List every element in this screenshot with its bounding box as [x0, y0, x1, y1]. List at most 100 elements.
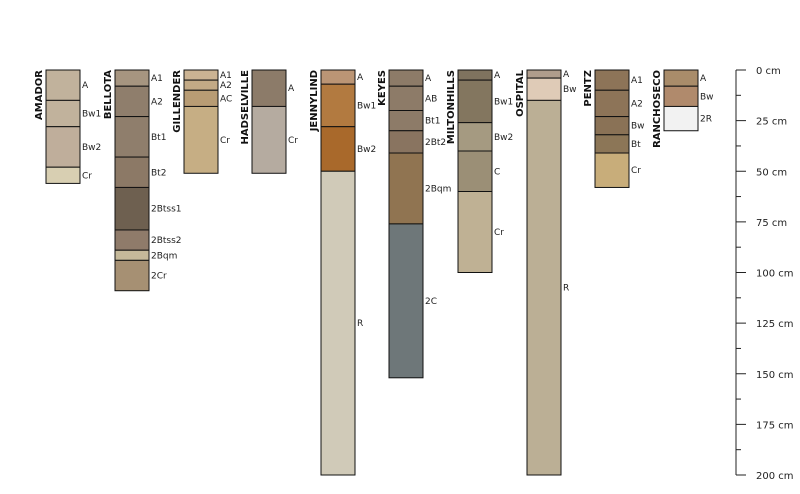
horizon-label: C: [494, 167, 500, 177]
horizon-label: A1: [151, 74, 163, 84]
horizon-label: Bw2: [82, 143, 101, 153]
horizon-label: Bt: [631, 140, 641, 150]
horizon-label: Cr: [631, 166, 641, 176]
horizon-label: R: [563, 284, 569, 294]
horizon-label: Cr: [288, 136, 298, 146]
horizon-label: A: [357, 73, 364, 83]
depth-axis: 0 cm 25 cm 50 cm 75 cm 100 cm 125 cm 150 cm 175…: [735, 66, 794, 482]
horizon-label: A: [700, 74, 707, 84]
depth-tick-label: 150 cm: [756, 370, 794, 381]
horizon-block: [663, 69, 699, 87]
horizon-block: [526, 99, 562, 476]
profile-name: GILLENDER: [172, 70, 183, 133]
depth-tick-label: 125 cm: [756, 319, 794, 330]
horizon-block: [594, 134, 630, 154]
horizon-block: [114, 116, 150, 158]
soil-profile-ospital: OSPITAL A Bw R: [515, 69, 577, 476]
horizon-block: [45, 126, 81, 168]
horizon-block: [388, 85, 424, 111]
horizon-label: Bt1: [151, 133, 166, 143]
horizon-label: Cr: [494, 228, 504, 238]
horizon-block: [526, 69, 562, 79]
depth-tick-label: 0 cm: [756, 66, 781, 77]
horizon-block: [45, 166, 81, 184]
horizon-label: 2C: [425, 297, 437, 307]
horizon-block: [526, 77, 562, 101]
horizon-block: [45, 69, 81, 101]
horizon-block: [457, 122, 493, 152]
soil-profile-keyes: KEYES A AB Bt1 2Bt2 2Bqm 2C: [377, 69, 451, 379]
horizon-label: 2Btss2: [151, 236, 182, 246]
horizon-label: AC: [220, 94, 232, 104]
horizon-block: [594, 69, 630, 91]
horizon-label: 2Btss1: [151, 205, 182, 215]
horizon-block: [594, 89, 630, 118]
horizon-label: AB: [425, 94, 437, 104]
horizon-block: [663, 85, 699, 107]
soil-profile-bellota: BELLOTA A1 A2 Bt1 Bt2 2Btss1 2Btss2 2Bqm 2Cr: [103, 69, 182, 292]
horizon-block: [320, 69, 356, 85]
horizon-block: [320, 126, 356, 172]
horizon-block: [594, 116, 630, 136]
horizon-label: 2R: [700, 115, 712, 125]
soil-profile-pentz: PENTZ A1 A2 Bw Bt Cr: [583, 69, 645, 188]
profile-name: HADSELVILLE: [240, 70, 251, 145]
horizon-label: Cr: [82, 171, 92, 181]
horizon-block: [114, 69, 150, 87]
horizon-block: [388, 223, 424, 379]
depth-tick-label: 50 cm: [756, 167, 787, 178]
profile-name: JENNYLIND: [309, 70, 320, 132]
horizon-label: Cr: [220, 136, 230, 146]
horizon-label: A1: [220, 71, 232, 81]
horizon-block: [183, 79, 219, 91]
profile-name: OSPITAL: [515, 69, 526, 117]
horizon-block: [114, 85, 150, 118]
horizon-block: [183, 105, 219, 174]
horizon-label: A1: [631, 76, 643, 86]
soil-profile-amador: AMADOR A Bw1 Bw2 Cr: [34, 69, 101, 184]
horizon-block: [388, 69, 424, 87]
depth-tick-label: 75 cm: [756, 218, 787, 229]
horizon-block: [114, 186, 150, 231]
horizon-block: [320, 83, 356, 128]
horizon-label: Bw: [563, 85, 577, 95]
horizon-label: A: [563, 70, 570, 80]
horizon-block: [320, 170, 356, 476]
horizon-block: [114, 249, 150, 261]
depth-tick-label: 175 cm: [756, 420, 794, 431]
horizon-block: [457, 191, 493, 273]
horizon-label: Bw: [631, 122, 645, 132]
horizon-label: A: [425, 74, 432, 84]
horizon-label: Bw1: [494, 97, 513, 107]
horizon-block: [594, 152, 630, 188]
horizon-label: Bt2: [151, 168, 166, 178]
horizon-label: 2Bt2: [425, 138, 446, 148]
horizon-block: [114, 259, 150, 292]
horizon-block: [251, 69, 287, 107]
horizon-block: [388, 152, 424, 225]
horizon-block: [114, 156, 150, 188]
horizon-block: [251, 105, 287, 174]
horizon-block: [457, 79, 493, 124]
profile-name: PENTZ: [583, 70, 594, 107]
soil-profile-ranchoseco: RANCHOSECO A Bw 2R: [652, 69, 714, 148]
horizon-label: 2Cr: [151, 272, 167, 282]
depth-tick-label: 100 cm: [756, 269, 794, 280]
horizon-label: 2Bqm: [151, 251, 177, 261]
horizon-label: Bw2: [494, 133, 513, 143]
horizon-label: A: [288, 84, 295, 94]
horizon-label: Bw1: [82, 110, 101, 120]
profile-name: MILTONHILLS: [446, 70, 457, 144]
horizon-label: Bw2: [357, 145, 376, 155]
profile-name: BELLOTA: [103, 70, 114, 119]
horizon-label: Bt1: [425, 117, 440, 127]
horizon-label: 2Bqm: [425, 184, 451, 194]
profile-name: AMADOR: [34, 70, 45, 120]
horizon-label: Bw1: [357, 101, 376, 111]
horizon-block: [457, 69, 493, 81]
soil-profile-miltonhills: MILTONHILLS A Bw1 Bw2 C Cr: [446, 69, 513, 273]
profile-name: RANCHOSECO: [652, 70, 663, 148]
